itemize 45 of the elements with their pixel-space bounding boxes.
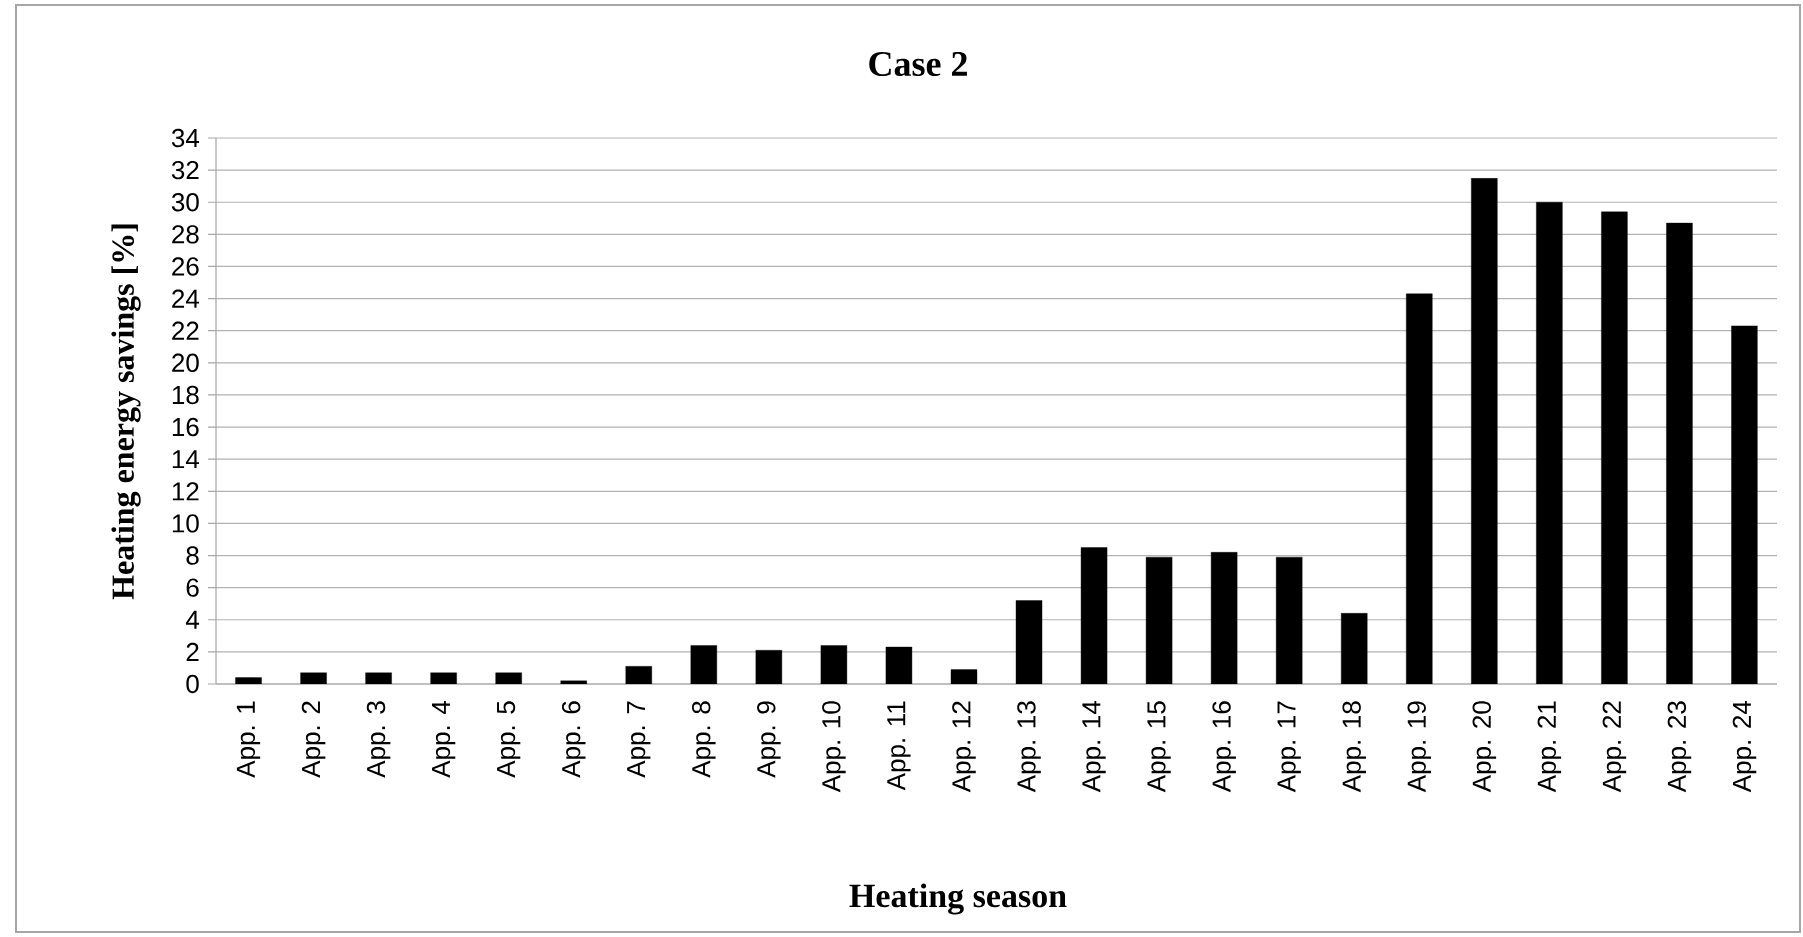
chart-title: Case 2: [869, 51, 967, 77]
y-tick-label: 16: [172, 417, 199, 437]
x-tick-label: App. 13: [1017, 701, 1041, 793]
y-tick-label: 4: [185, 610, 200, 629]
x-tick-label: App. 12: [952, 701, 976, 793]
x-tick-label: App. 14: [1082, 700, 1106, 793]
x-tick-label: App. 15: [1147, 701, 1171, 793]
y-tick-label: 22: [172, 321, 199, 340]
x-tick-label: App. 5: [497, 701, 521, 778]
y-tick-label: 24: [172, 289, 200, 308]
y-tick-label: 0: [186, 674, 199, 694]
y-axis-title: Heating energy savings [%]: [111, 224, 141, 600]
y-tick-label: 18: [172, 385, 199, 405]
x-tick-label: App. 23: [1667, 701, 1692, 793]
x-tick-label: App. 11: [887, 701, 911, 791]
x-tick-label: App. 3: [366, 701, 391, 778]
x-tick-label: App. 17: [1277, 701, 1301, 793]
y-tick-label: 12: [172, 482, 199, 501]
y-tick-label: 34: [171, 128, 200, 148]
x-tick-label: App. 7: [627, 701, 651, 778]
x-tick-label: App. 8: [692, 701, 716, 778]
x-tick-label: App. 6: [561, 701, 586, 778]
x-tick-label: App. 1: [236, 701, 261, 778]
y-tick-label: 8: [186, 546, 199, 565]
x-tick-label: App. 9: [757, 701, 781, 778]
x-axis-title: Heating season: [849, 883, 1067, 915]
x-tick-label: App. 4: [432, 700, 456, 778]
y-tick-label: 10: [172, 514, 199, 533]
x-tick-label: App. 22: [1602, 701, 1627, 793]
x-tick-label: App. 10: [822, 701, 846, 793]
x-tick-label: App. 16: [1212, 701, 1236, 793]
x-tick-label: App. 18: [1342, 701, 1366, 793]
y-tick-label: 28: [172, 225, 199, 244]
x-tick-label: App. 19: [1407, 701, 1432, 793]
y-tick-label: 6: [186, 578, 199, 597]
y-tick-label: 20: [172, 353, 199, 373]
y-tick-label: 32: [171, 160, 199, 180]
y-tick-label: 14: [172, 450, 200, 469]
x-tick-label: App. 24: [1732, 700, 1757, 793]
y-tick-label: 2: [186, 642, 199, 661]
x-tick-label: App. 21: [1537, 701, 1562, 793]
y-tick-label: 30: [171, 193, 199, 212]
x-tick-label: App. 20: [1472, 701, 1497, 793]
y-tick-label: 26: [172, 257, 199, 276]
x-tick-label: App. 2: [301, 701, 326, 778]
